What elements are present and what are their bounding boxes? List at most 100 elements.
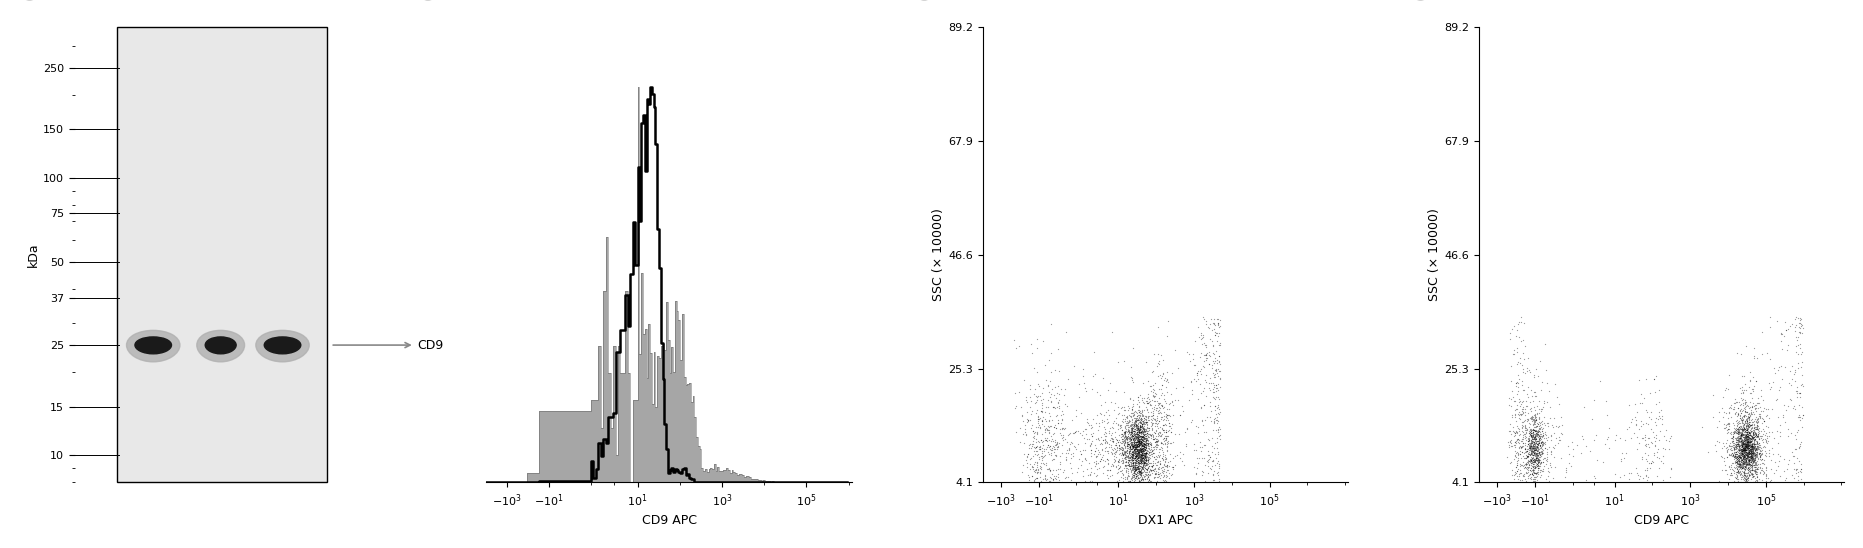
Point: [1118, 431, 1148, 440]
Point: [1725, 465, 1755, 473]
Point: [1725, 454, 1755, 463]
Point: [1733, 402, 1762, 410]
Point: [1140, 438, 1170, 447]
Point: [1125, 444, 1155, 453]
Point: [1125, 445, 1155, 454]
Point: [1736, 455, 1766, 464]
Point: [1021, 398, 1051, 407]
Point: [1131, 441, 1161, 449]
Point: [1133, 423, 1163, 432]
Point: [1028, 336, 1058, 345]
Point: [1136, 418, 1166, 427]
Point: [1027, 420, 1056, 429]
Point: [1708, 413, 1738, 422]
Point: [1736, 434, 1766, 443]
Point: [1023, 382, 1053, 391]
Point: [1040, 441, 1069, 449]
Point: [1522, 440, 1552, 449]
Point: [1023, 429, 1053, 438]
Point: [1149, 397, 1179, 406]
Point: [1125, 414, 1155, 423]
Point: [1520, 435, 1550, 443]
Point: [1498, 410, 1528, 419]
Point: [1101, 440, 1131, 449]
Point: [1122, 408, 1151, 417]
Point: [1202, 329, 1231, 338]
Point: [1742, 449, 1772, 458]
Point: [1727, 455, 1757, 464]
Point: [1740, 454, 1770, 463]
Point: [1140, 416, 1170, 425]
Point: [1643, 445, 1673, 454]
Point: [1522, 439, 1552, 448]
Point: [1636, 458, 1666, 467]
Point: [1148, 403, 1177, 412]
Point: [1738, 448, 1768, 457]
Point: [1733, 415, 1762, 424]
Point: [1122, 471, 1151, 480]
Point: [1135, 395, 1164, 404]
Point: [1088, 450, 1118, 459]
Point: [1136, 463, 1166, 471]
Point: [1114, 439, 1144, 448]
Point: [1183, 429, 1213, 437]
Point: [1038, 446, 1067, 455]
Point: [1734, 429, 1764, 437]
Point: [1729, 399, 1759, 408]
Point: [1738, 447, 1768, 455]
Point: [1095, 471, 1125, 480]
Point: [1025, 442, 1054, 451]
Point: [1123, 435, 1153, 444]
Point: [1192, 456, 1222, 465]
Point: [1723, 466, 1753, 475]
Point: [1045, 452, 1075, 460]
Point: [1736, 470, 1766, 479]
Point: [1738, 451, 1768, 460]
Point: [1123, 462, 1153, 471]
Point: [1151, 404, 1181, 413]
Point: [1116, 433, 1146, 442]
Point: [1110, 421, 1140, 430]
Point: [1114, 416, 1144, 425]
Point: [1736, 454, 1766, 463]
Point: [1181, 446, 1211, 455]
Point: [1507, 435, 1537, 444]
Point: [1520, 468, 1550, 477]
Point: [1120, 420, 1149, 429]
Point: [1736, 466, 1766, 475]
Point: [1716, 451, 1746, 460]
Point: [1122, 447, 1151, 455]
Point: [1731, 431, 1761, 439]
Point: [1122, 464, 1151, 473]
Point: [1721, 433, 1751, 442]
Point: [1038, 443, 1067, 452]
Point: [1103, 468, 1133, 477]
Point: [1723, 450, 1753, 459]
Point: [1120, 425, 1149, 433]
Point: [1051, 474, 1081, 483]
Point: [1198, 425, 1228, 434]
Point: [1129, 450, 1159, 459]
Point: [1125, 423, 1155, 431]
Point: [1108, 447, 1138, 456]
Point: [1544, 436, 1574, 444]
Point: [1509, 471, 1539, 480]
Point: [1027, 407, 1056, 416]
Point: [1203, 401, 1233, 409]
Point: [1511, 444, 1541, 453]
Point: [1733, 472, 1762, 481]
Point: [1120, 447, 1149, 455]
Point: [1520, 449, 1550, 458]
Point: [1733, 413, 1762, 422]
Point: [1736, 472, 1766, 481]
Point: [1520, 458, 1550, 466]
Point: [1733, 459, 1762, 467]
Point: [1727, 452, 1757, 461]
Point: [1122, 470, 1151, 479]
Point: [1502, 427, 1531, 436]
Point: [1133, 399, 1163, 408]
Point: [1785, 313, 1815, 322]
Point: [1123, 438, 1153, 447]
Point: [1118, 418, 1148, 426]
Point: [1734, 437, 1764, 446]
